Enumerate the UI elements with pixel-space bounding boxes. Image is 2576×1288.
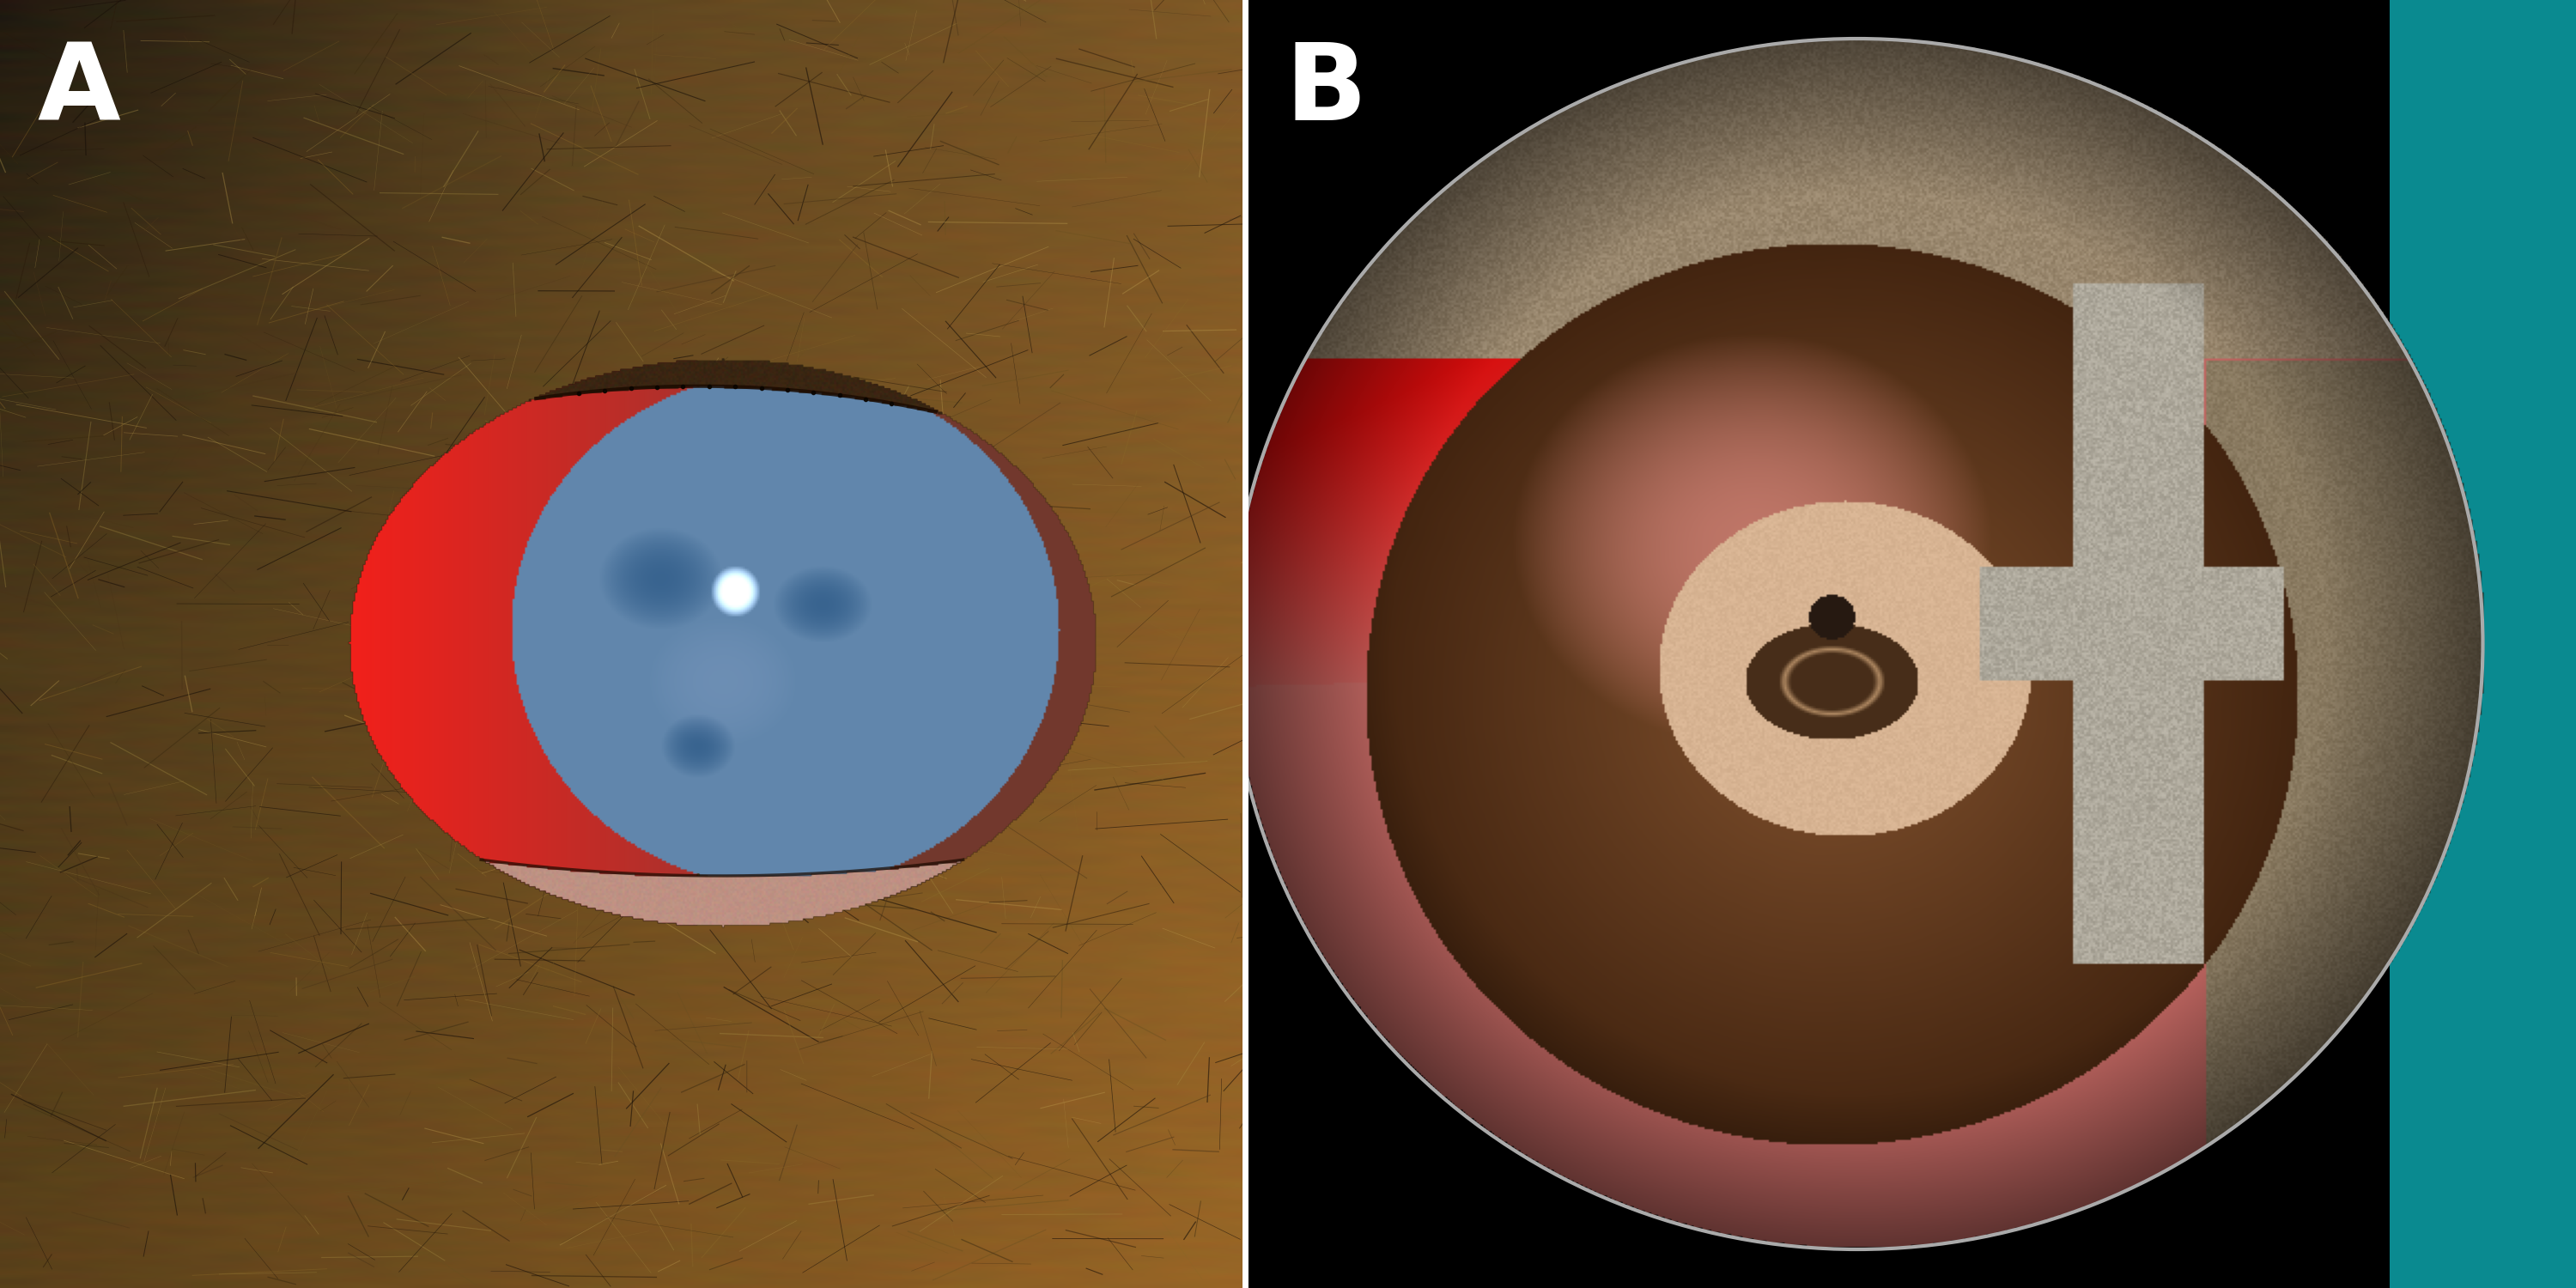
Text: B: B: [1285, 39, 1368, 143]
Text: A: A: [36, 39, 121, 143]
Bar: [2391, 0, 2576, 1288]
